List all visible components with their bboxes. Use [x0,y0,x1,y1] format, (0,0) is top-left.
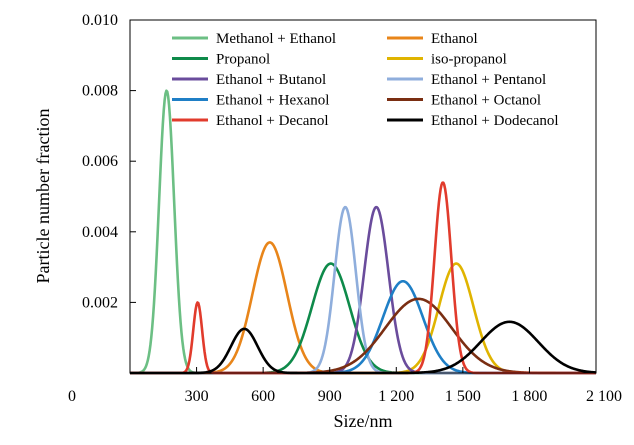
x-axis-title: Size/nm [334,411,393,431]
plot-area [129,89,597,375]
legend-label-8: Ethanol + Decanol [216,113,329,129]
legend-label-6: Ethanol + Hexanol [216,93,329,109]
legend-label-1: Ethanol [431,31,478,47]
y-tick-label: 0.008 [82,83,118,100]
legend-label-4: Ethanol + Butanol [216,72,326,88]
legend-label-5: Ethanol + Pentanol [431,72,546,88]
y-tick-label: 0.004 [82,224,118,241]
x-tick-label: 0 [68,388,76,405]
x-tick-label: 600 [251,388,275,405]
x-tick-label: 1 800 [511,388,547,405]
y-tick-label: 0.006 [82,153,118,170]
x-tick-label: 900 [318,388,342,405]
x-tick-label: 2 100 [586,388,622,405]
x-tick-label: 1 500 [445,388,481,405]
legend: Methanol + Ethanol Ethanol Propanol iso-pro… [172,31,559,129]
y-tick-label: 0.010 [82,12,118,29]
legend-label-7: Ethanol + Octanol [431,93,541,109]
axes: 0.002 0.004 0.006 0.008 0.010 0 300 600 900 1 200… [68,12,622,405]
legend-label-0: Methanol + Ethanol [216,31,336,47]
plot-frame [129,19,597,374]
y-axis-title: Particle number fraction [33,109,53,284]
y-tick-label: 0.002 [82,294,118,311]
legend-label-9: Ethanol + Dodecanol [431,113,559,129]
legend-label-3: iso-propanol [431,52,507,68]
x-tick-label: 1 200 [378,388,414,405]
legend-label-2: Propanol [216,52,270,68]
x-tick-label: 300 [185,388,209,405]
